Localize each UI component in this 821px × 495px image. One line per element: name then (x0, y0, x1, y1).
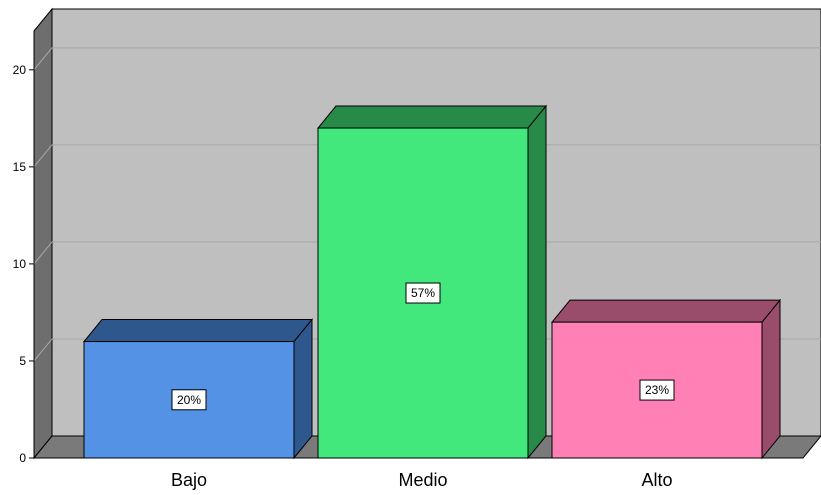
data-label-box (639, 379, 675, 401)
data-label: 23% (645, 383, 669, 397)
data-label-box (171, 389, 207, 411)
y-tick-label: 15 (13, 160, 27, 174)
bar-front-face (317, 127, 529, 459)
bar-top-face (550, 299, 782, 323)
y-tick-label: 10 (13, 257, 27, 271)
gridline-side (33, 144, 53, 168)
gridline-side (33, 47, 53, 71)
bars: 20% 57% 23% (82, 104, 782, 460)
bar-top-face (82, 319, 314, 343)
data-label-box (405, 282, 441, 304)
bar-top-face (316, 105, 548, 129)
category-label: Bajo (171, 470, 207, 490)
bar-alto: 23% (550, 298, 782, 460)
data-label: 20% (177, 393, 201, 407)
category-labels: Bajo Medio Alto (171, 470, 673, 490)
bar-side-face (293, 318, 313, 460)
y-axis: 0 5 10 15 20 (13, 31, 35, 465)
y-tick-label: 5 (19, 354, 26, 368)
y-tick-label: 0 (19, 451, 26, 465)
bar-medio: 57% (316, 104, 548, 460)
gridline-side (33, 241, 53, 265)
bar-bajo: 20% (82, 318, 314, 460)
side-wall (33, 7, 53, 460)
bar-side-face (527, 104, 547, 460)
category-label: Medio (398, 470, 447, 490)
gridline-side (33, 338, 53, 362)
y-tick-label: 20 (13, 63, 27, 77)
category-label: Alto (641, 470, 672, 490)
bar-side-face (761, 298, 781, 460)
data-label: 57% (411, 286, 435, 300)
